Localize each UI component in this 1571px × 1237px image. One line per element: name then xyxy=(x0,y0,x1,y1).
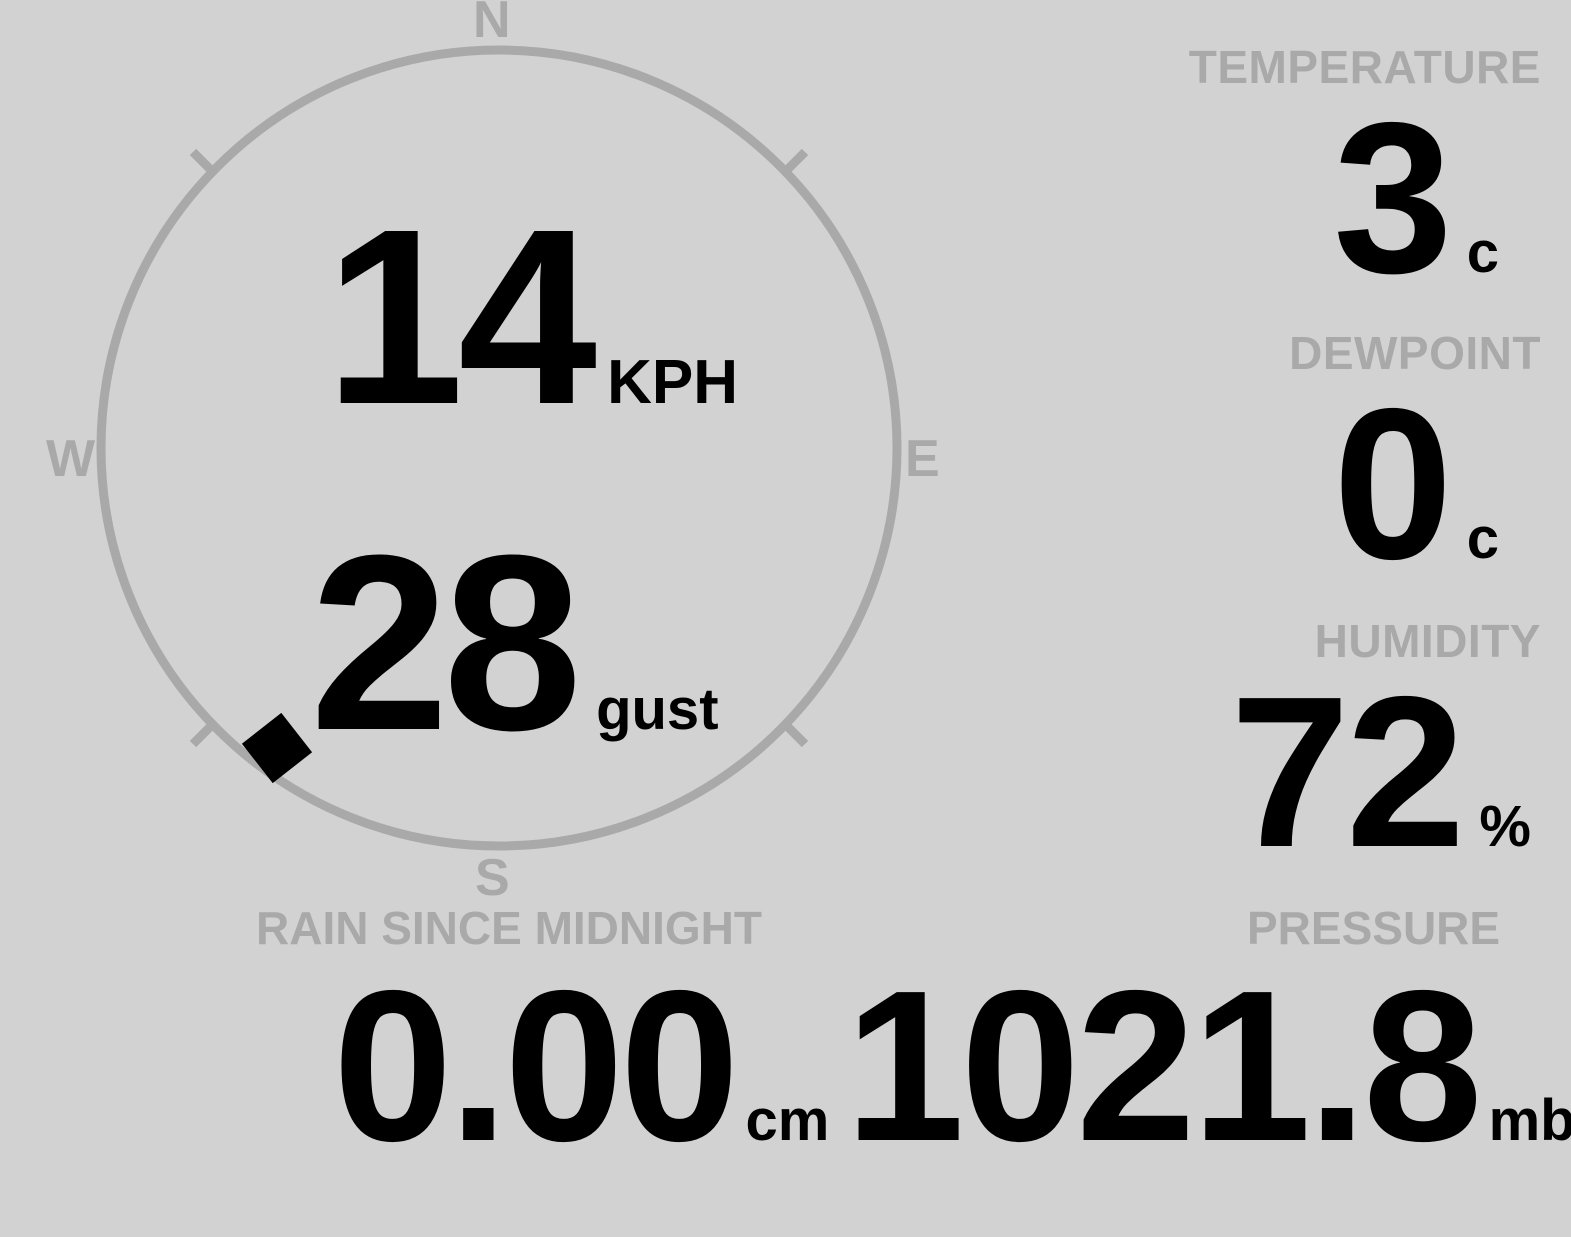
humidity-block: HUMIDITY 72 % xyxy=(901,618,1541,879)
wind-speed-unit: KPH xyxy=(607,348,738,417)
dewpoint-value: 0 xyxy=(1333,363,1453,604)
pressure-label: PRESSURE xyxy=(1247,902,1501,954)
wind-gust-unit: gust xyxy=(596,677,719,742)
humidity-unit: % xyxy=(1479,794,1531,859)
rain-value: 0.00 xyxy=(333,945,739,1186)
bottom-metrics-row: RAIN SINCE MIDNIGHT 0.00 cm PRESSURE 102… xyxy=(0,890,1571,1173)
compass-tick-se xyxy=(781,720,809,748)
temperature-label: TEMPERATURE xyxy=(1188,41,1541,93)
rain-label: RAIN SINCE MIDNIGHT xyxy=(256,902,762,954)
wind-direction-marker xyxy=(241,712,313,784)
wind-gust-value: 28 xyxy=(310,503,582,782)
compass-label-east: E xyxy=(905,430,940,488)
dewpoint-reading: 0 c xyxy=(901,376,1541,591)
pressure-unit: mb xyxy=(1488,1088,1571,1153)
compass-ring xyxy=(96,45,902,851)
compass-label-north: N xyxy=(473,0,511,49)
dewpoint-label: DEWPOINT xyxy=(1289,327,1541,379)
compass-tick-nw xyxy=(189,148,217,176)
compass-tick-sw xyxy=(189,720,217,748)
temperature-reading: 3 c xyxy=(901,90,1541,305)
humidity-label: HUMIDITY xyxy=(1314,615,1541,667)
compass-label-west: W xyxy=(46,430,96,488)
rain-unit: cm xyxy=(745,1088,830,1153)
temperature-unit: c xyxy=(1466,220,1499,285)
wind-gust-reading: 28 gust xyxy=(310,518,719,768)
humidity-value: 72 xyxy=(1230,651,1465,892)
dewpoint-unit: c xyxy=(1466,506,1499,571)
wind-compass-dial: N S W E 14 KPH 28 gust xyxy=(0,0,1000,904)
wind-speed-value: 14 xyxy=(325,177,597,456)
temperature-block: TEMPERATURE 3 c xyxy=(901,44,1541,305)
pressure-value: 1021.8 xyxy=(845,945,1483,1186)
compass-tick-ne xyxy=(781,148,809,176)
temperature-value: 3 xyxy=(1333,77,1453,318)
humidity-reading: 72 % xyxy=(901,664,1541,879)
rain-reading: 0.00 cm xyxy=(333,958,829,1173)
wind-speed-reading: 14 KPH xyxy=(325,192,738,442)
compass-label-south: S xyxy=(475,849,510,907)
dewpoint-block: DEWPOINT 0 c xyxy=(901,330,1541,591)
pressure-reading: 1021.8 mb xyxy=(845,958,1571,1173)
